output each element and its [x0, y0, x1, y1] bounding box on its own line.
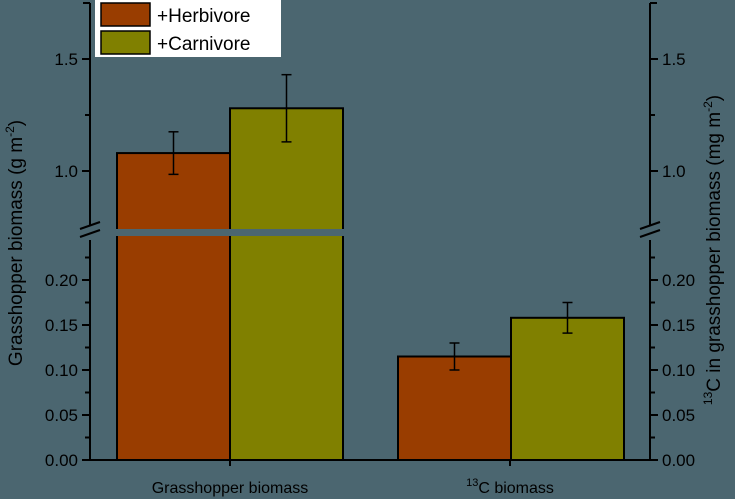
x-category-label: Grasshopper biomass [152, 480, 309, 497]
left-tick-label: 0.00 [45, 451, 78, 470]
right-y-axis-title: 13C in grasshopper biomass (mg m-2) [701, 95, 725, 405]
bars-group [116, 107, 625, 462]
left-tick-label: 1.5 [54, 50, 78, 69]
bar-carnivore-0 [229, 107, 344, 461]
error-bars-group [168, 73, 573, 371]
legend-label-herbivore: +Herbivore [157, 6, 250, 27]
bar-herbivore-0 [116, 152, 231, 462]
x-category-label: 13C biomass [466, 477, 554, 497]
x-axis-categories: Grasshopper biomass 13C biomass [152, 477, 554, 497]
right-tick-label: 0.00 [662, 451, 695, 470]
right-tick-label: 1.0 [662, 162, 686, 181]
left-tick-label: 1.0 [54, 162, 78, 181]
left-y-axis-ticks: 0.00 0.05 0.10 0.15 0.20 1.0 1.5 [45, 50, 90, 470]
legend-swatch-carnivore [100, 30, 151, 55]
left-y-axis-title: Grasshopper biomass (g m-2) [3, 120, 27, 366]
legend-label-carnivore: +Carnivore [157, 34, 250, 55]
right-tick-label: 0.05 [662, 406, 695, 425]
axis-break-gap [90, 229, 650, 236]
left-tick-label: 0.05 [45, 406, 78, 425]
bar-carnivore-1 [510, 316, 625, 461]
left-tick-label: 0.10 [45, 361, 78, 380]
right-y-axis-ticks: 0.00 0.05 0.10 0.15 0.20 1.0 1.5 [650, 50, 695, 470]
left-tick-label: 0.20 [45, 271, 78, 290]
left-tick-label: 0.15 [45, 316, 78, 335]
right-tick-label: 0.20 [662, 271, 695, 290]
right-tick-label: 1.5 [662, 50, 686, 69]
legend-swatch-herbivore [100, 2, 151, 27]
right-tick-label: 0.15 [662, 316, 695, 335]
bar-herbivore-1 [397, 355, 512, 461]
right-tick-label: 0.10 [662, 361, 695, 380]
legend: +Herbivore +Carnivore [95, 0, 281, 57]
